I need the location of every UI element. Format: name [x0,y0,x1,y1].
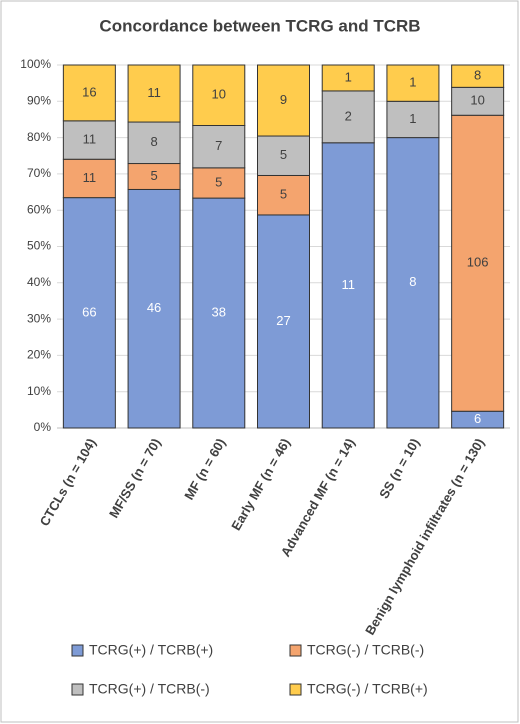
bar-segment [127,64,181,123]
legend-label: TCRG(+) / TCRB(-) [89,681,210,697]
bar-segment [386,100,440,139]
y-tick-label: 10% [27,384,51,398]
y-tick-label: 30% [27,311,51,325]
data-label: 10 [212,87,226,102]
bar-segment [321,90,375,144]
data-label: 11 [83,131,97,146]
legend-swatch [289,644,302,657]
bar-segment [451,64,505,88]
data-label: 5 [215,174,222,189]
bar-segment [127,188,181,429]
y-tick-label: 50% [27,239,51,253]
bar-segment [192,125,246,169]
y-tick-label: 60% [27,202,51,216]
bar-segment [386,137,440,429]
legend-label: TCRG(+) / TCRB(+) [89,642,213,658]
y-tick-label: 90% [27,93,51,107]
data-label: 16 [82,84,96,99]
data-label: 10 [470,93,484,108]
data-label: 8 [474,68,481,83]
legend-swatch [71,683,84,696]
bar-segment [192,167,246,199]
y-tick-label: 70% [27,166,51,180]
data-label: 8 [150,134,157,149]
bar-segment [192,197,246,429]
data-label: 11 [83,170,97,185]
chart-title: Concordance between TCRG and TCRB [99,16,420,35]
bar-segment [321,64,375,92]
bar-segment [257,174,310,216]
y-tick-label: 80% [27,130,51,144]
data-label: 27 [276,313,290,328]
y-tick-label: 0% [34,420,52,434]
data-label: 11 [341,277,355,292]
data-label: 38 [212,304,226,319]
data-label: 5 [280,147,287,162]
legend-swatch [71,644,84,657]
data-label: 5 [150,168,157,183]
legend-label: TCRG(-) / TCRB(-) [307,642,424,658]
data-label: 5 [280,187,287,202]
data-label: 1 [409,75,416,90]
legend-swatch [289,683,302,696]
data-label: 1 [345,69,352,84]
data-label: 7 [215,138,222,153]
bar-segment [192,64,246,126]
y-tick-label: 40% [27,275,51,289]
data-label: 1 [409,111,416,126]
data-label: 66 [82,304,96,319]
bar-segment [257,135,310,176]
data-label: 8 [409,274,416,289]
bar-segment [257,214,310,429]
bar-segment [62,197,116,429]
bar-segment [451,114,505,412]
data-label: 106 [467,255,489,270]
data-label: 6 [474,411,481,426]
bar-segment [127,121,181,165]
bar-segment [321,142,375,429]
data-label: 9 [280,92,287,107]
data-label: 11 [147,85,161,100]
data-label: 46 [147,300,161,315]
bar-segment [386,64,440,102]
bar-segment [257,64,310,137]
legend-label: TCRG(-) / TCRB(+) [307,681,428,697]
y-tick-label: 100% [20,57,51,71]
y-tick-label: 20% [27,348,51,362]
bar-segment [62,64,116,122]
data-label: 2 [345,108,352,123]
